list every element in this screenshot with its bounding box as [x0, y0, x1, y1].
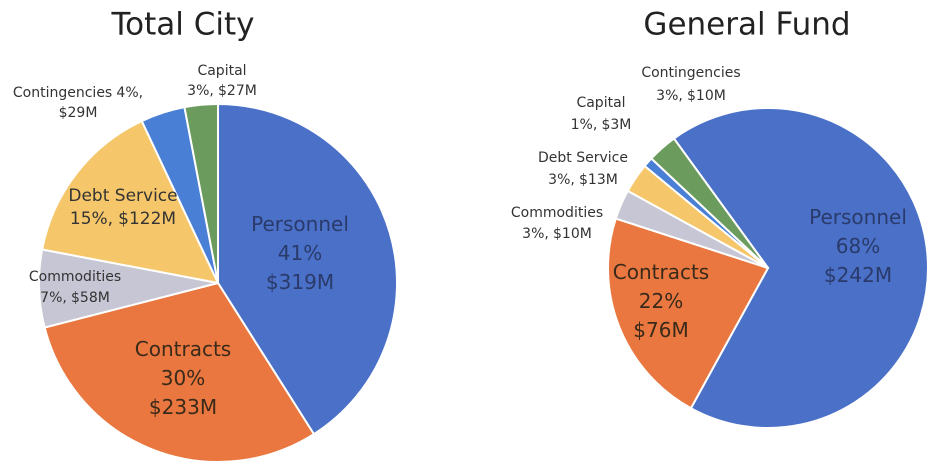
- slice-label: $29M: [59, 105, 98, 121]
- label-part: $10M: [687, 88, 726, 104]
- pie-slice: [41, 119, 220, 285]
- slice-label: Personnel: [251, 212, 349, 236]
- slice-label: 3%, $10M: [656, 88, 726, 104]
- label-part: 3%,: [548, 172, 575, 188]
- slice-label: $76M: [633, 318, 688, 342]
- slice-label: Contingencies: [641, 65, 740, 81]
- slice-label: Contingencies 4%,: [13, 85, 143, 101]
- label-part: $76M: [633, 318, 688, 342]
- slice-label: 30%: [161, 366, 205, 390]
- label-part: $3M: [601, 117, 631, 133]
- slice-label: $242M: [824, 263, 892, 287]
- slice-label: 15%, $122M: [70, 209, 176, 229]
- pie-slice: [672, 107, 929, 429]
- label-part: $29M: [59, 105, 98, 121]
- label-part: Contracts: [135, 337, 231, 361]
- label-part: 22%: [639, 289, 683, 313]
- label-part: 3%,: [656, 88, 683, 104]
- slice-label: Debt Service: [68, 186, 177, 206]
- slice-label: 22%: [639, 289, 683, 313]
- pie-slice: [217, 102, 398, 436]
- label-part: $122M: [118, 209, 176, 229]
- label-part: 41%: [278, 241, 322, 265]
- label-part: Commodities: [29, 269, 121, 285]
- label-part: Contingencies: [641, 65, 740, 81]
- label-part: $242M: [824, 263, 892, 287]
- slice-label: 3%, $10M: [522, 226, 592, 242]
- label-part: 4%,: [116, 85, 143, 101]
- label-part: 68%: [836, 234, 880, 258]
- label-part: $27M: [218, 83, 257, 99]
- slice-label: 7%, $58M: [40, 290, 110, 306]
- label-part: 7%,: [40, 290, 67, 306]
- label-part: 3%,: [187, 83, 214, 99]
- label-part: Personnel: [809, 205, 907, 229]
- pie-slice: [183, 102, 219, 284]
- slice-label: 3%, $13M: [548, 172, 618, 188]
- label-part: 15%,: [70, 209, 113, 229]
- label-part: Commodities: [511, 205, 603, 221]
- slice-label: $319M: [266, 270, 334, 294]
- chart-title: Total City: [110, 7, 254, 43]
- label-part: $233M: [149, 395, 217, 419]
- slice-label: 1%, $3M: [571, 117, 632, 133]
- slice-label: Capital: [576, 95, 625, 111]
- label-part: 3%,: [522, 226, 549, 242]
- pie-slice: [607, 217, 770, 410]
- label-part: $10M: [553, 226, 592, 242]
- pie-slice: [649, 137, 769, 269]
- slice-label: Commodities: [29, 269, 121, 285]
- slice-label: Debt Service: [538, 150, 628, 166]
- label-part: Capital: [197, 63, 246, 79]
- label-part: Contingencies: [13, 85, 112, 101]
- label-part: Debt Service: [538, 150, 628, 166]
- label-part: $319M: [266, 270, 334, 294]
- label-part: 1%,: [571, 117, 598, 133]
- slice-label: 68%: [836, 234, 880, 258]
- slice-label: Capital: [197, 63, 246, 79]
- label-part: $58M: [71, 290, 110, 306]
- label-part: $13M: [579, 172, 618, 188]
- slice-label: Contracts: [135, 337, 231, 361]
- label-part: Capital: [576, 95, 625, 111]
- slice-label: 41%: [278, 241, 322, 265]
- slice-label: Contracts: [613, 260, 709, 284]
- label-part: 30%: [161, 366, 205, 390]
- label-part: Debt Service: [68, 186, 177, 206]
- chart-title: General Fund: [643, 7, 850, 43]
- slice-label: Personnel: [809, 205, 907, 229]
- slice-label: $233M: [149, 395, 217, 419]
- slice-label: 3%, $27M: [187, 83, 257, 99]
- label-part: Contracts: [613, 260, 709, 284]
- slice-label: Commodities: [511, 205, 603, 221]
- pie-slice: [43, 281, 316, 463]
- label-part: Personnel: [251, 212, 349, 236]
